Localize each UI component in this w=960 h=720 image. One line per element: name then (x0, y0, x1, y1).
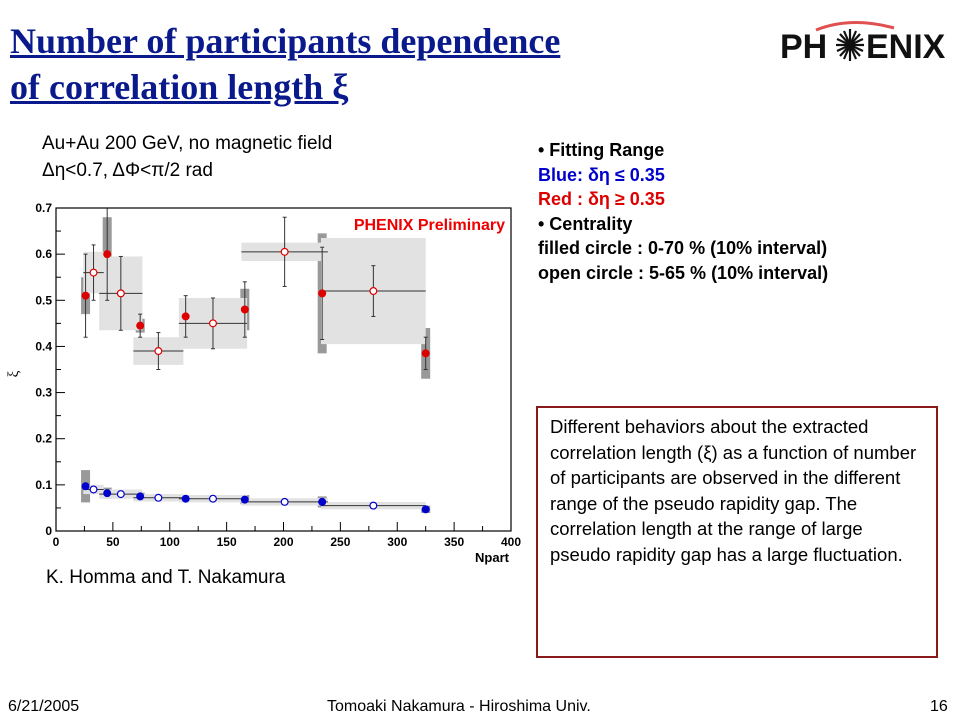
point-red-open-2 (154, 347, 163, 356)
point-red-filled-3 (181, 312, 190, 321)
footer-author: Tomoaki Nakamura - Hiroshima Univ. (327, 698, 591, 715)
point-blue-open-1 (116, 490, 125, 499)
description-text: Different behaviors about the extracted … (550, 416, 917, 565)
point-blue-filled-3 (181, 494, 190, 503)
x-tick-label-8: 400 (501, 535, 521, 549)
info-open-circle: open circle : 5-65 % (10% interval) (538, 262, 829, 283)
x-tick-label-1: 50 (106, 535, 120, 549)
y-tick-label-5: 0.5 (35, 293, 52, 307)
info-centrality: • Centrality (538, 213, 633, 234)
conditions-line-1: Au+Au 200 GeV, no magnetic field (42, 133, 333, 154)
axis-ticks (55, 207, 512, 532)
x-tick-label-5: 250 (330, 535, 350, 549)
point-red-open-5 (369, 287, 378, 296)
y-tick-label-7: 0.7 (35, 201, 52, 215)
x-tick-label-2: 100 (160, 535, 180, 549)
point-red-filled-0 (81, 291, 90, 300)
y-tick-label-6: 0.6 (35, 247, 52, 261)
preliminary-label: PHENIX Preliminary (354, 217, 505, 234)
xi-vs-npart-chart: 0 50 100 150 200 250 300 350 400 0 0.1 0.2 0.3 0.4 0.5… (6, 201, 521, 565)
logo-text-right: ENIX (866, 28, 946, 66)
y-tick-label-4: 0.4 (35, 339, 52, 353)
point-red-open-4 (280, 247, 289, 256)
info-red-range: Red : δη ≥ 0.35 (538, 189, 665, 209)
x-axis-label: Npart (475, 550, 510, 565)
point-red-filled-4 (240, 305, 249, 314)
info-blue-range: Blue: δη ≤ 0.35 (538, 164, 665, 185)
x-tick-label-3: 150 (217, 535, 237, 549)
x-tick-label-4: 200 (273, 535, 293, 549)
systematic-bands (81, 217, 431, 514)
y-tick-label-0: 0 (45, 524, 52, 538)
x-tick-label-6: 300 (387, 535, 407, 549)
y-tick-label-1: 0.1 (35, 478, 52, 492)
footer-date: 6/21/2005 (8, 698, 80, 715)
point-red-filled-5 (318, 289, 327, 298)
point-blue-open-5 (369, 501, 378, 510)
point-blue-filled-6 (421, 505, 430, 514)
page-number: 16 (930, 698, 948, 715)
y-tick-label-3: 0.3 (35, 386, 52, 400)
point-red-filled-2 (136, 321, 145, 330)
point-blue-filled-4 (240, 495, 249, 504)
point-blue-filled-2 (136, 492, 145, 501)
data-points (81, 247, 430, 514)
authors: K. Homma and T. Nakamura (46, 567, 286, 588)
point-blue-open-4 (280, 497, 289, 506)
plot-conditions: Au+Au 200 GeV, no magnetic field Δη<0.7,… (42, 130, 332, 184)
y-axis-label: ξ (6, 370, 22, 377)
point-blue-open-0 (89, 485, 98, 494)
point-red-open-3 (208, 319, 217, 328)
point-red-open-1 (116, 289, 125, 298)
info-fitting-range: • Fitting Range (538, 140, 665, 160)
slide-title: Number of participants dependence of cor… (10, 18, 710, 110)
conditions-line-2: Δη<0.7, ΔΦ<π/2 rad (42, 160, 213, 181)
logo-star-icon (836, 29, 864, 61)
point-red-filled-1 (103, 250, 112, 259)
point-red-open-0 (89, 268, 98, 277)
logo-swoosh (815, 20, 895, 32)
point-blue-open-2 (154, 493, 163, 502)
logo-text-left: PH (780, 28, 827, 66)
point-blue-filled-1 (103, 489, 112, 498)
point-blue-filled-5 (318, 497, 327, 506)
phenix-logo: PH ENIX (780, 20, 946, 66)
point-blue-open-3 (208, 494, 217, 503)
y-tick-label-2: 0.2 (35, 432, 52, 446)
title-line-1: Number of participants dependence (10, 21, 561, 61)
info-filled-circle: filled circle : 0-70 % (10% interval) (538, 238, 828, 258)
description-box: Different behaviors about the extracted … (536, 406, 938, 658)
fit-info: • Fitting Range Blue: δη ≤ 0.35 Red : δη… (538, 138, 828, 285)
x-tick-label-7: 350 (444, 535, 464, 549)
title-line-2: of correlation length ξ (10, 67, 349, 107)
point-red-filled-6 (421, 349, 430, 358)
point-blue-filled-0 (81, 482, 90, 491)
x-tick-label-0: 0 (53, 535, 60, 549)
